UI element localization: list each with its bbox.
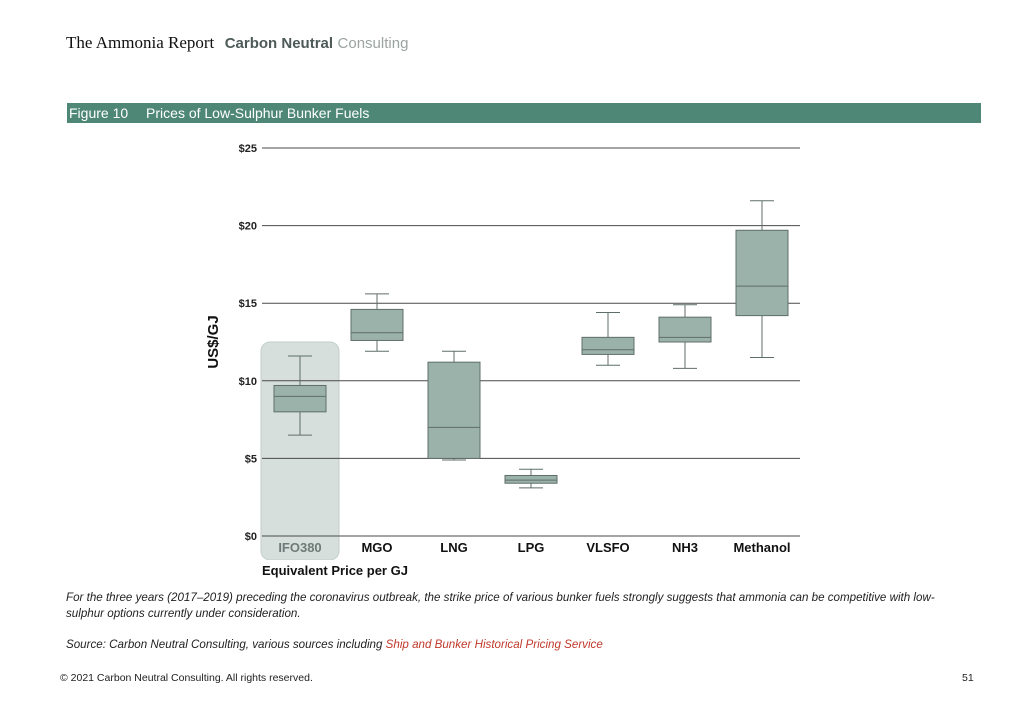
page-header: The Ammonia Report Carbon Neutral Consul…	[66, 33, 408, 53]
y-tick-label: $25	[239, 143, 257, 155]
source-prefix: Source: Carbon Neutral Consulting, vario…	[66, 638, 386, 651]
report-title: The Ammonia Report	[66, 33, 215, 52]
x-tick-label: MGO	[361, 540, 392, 555]
box-iqr	[350, 308, 404, 341]
y-tick-label: $5	[245, 453, 257, 465]
y-tick-label: $0	[245, 531, 257, 543]
figure-title: Prices of Low-Sulphur Bunker Fuels	[146, 105, 370, 121]
x-axis-title: Equivalent Price per GJ	[262, 563, 408, 578]
source-link[interactable]: Ship and Bunker Historical Pricing Servi…	[385, 638, 603, 651]
box-lng	[427, 350, 481, 461]
box-methanol	[735, 200, 789, 359]
copyright-footer: © 2021 Carbon Neutral Consulting. All ri…	[60, 672, 313, 684]
y-tick-label: $20	[239, 221, 257, 233]
x-tick-label: IFO380	[278, 540, 321, 555]
x-tick-label: LPG	[518, 540, 545, 555]
x-tick-label: NH3	[672, 540, 698, 555]
box-iqr	[581, 336, 635, 355]
y-axis-title: US$/GJ	[205, 315, 222, 368]
figure-caption: For the three years (2017–2019) precedin…	[66, 591, 935, 620]
x-tick-label: Methanol	[733, 540, 790, 555]
x-tick-label: LNG	[440, 540, 467, 555]
y-tick-label: $10	[239, 376, 257, 388]
box-iqr	[427, 361, 481, 459]
page-number: 51	[962, 672, 974, 684]
figure-title-bar: Figure 10 Prices of Low-Sulphur Bunker F…	[67, 103, 981, 123]
box-plot-chart: $0 $5 $10 $15 $20 $25 US$/GJ IFO380 MGO LNG LPG VLS…	[205, 143, 800, 560]
box-iqr	[658, 316, 712, 343]
figure-number: Figure 10	[69, 105, 129, 121]
box-mgo	[350, 293, 404, 352]
y-tick-label: $15	[239, 298, 257, 310]
box-iqr	[273, 384, 327, 413]
brand-name-bold: Carbon Neutral	[224, 35, 334, 52]
box-lpg	[504, 468, 558, 489]
box-vlsfo	[581, 312, 635, 366]
brand-name-light: Consulting	[337, 35, 409, 52]
source-note: Source: Carbon Neutral Consulting, vario…	[66, 638, 603, 651]
box-iqr	[735, 229, 789, 317]
box-nh3	[658, 304, 712, 369]
box-iqr	[504, 474, 558, 484]
box-ifo380	[273, 355, 327, 436]
x-tick-label: VLSFO	[586, 540, 629, 555]
